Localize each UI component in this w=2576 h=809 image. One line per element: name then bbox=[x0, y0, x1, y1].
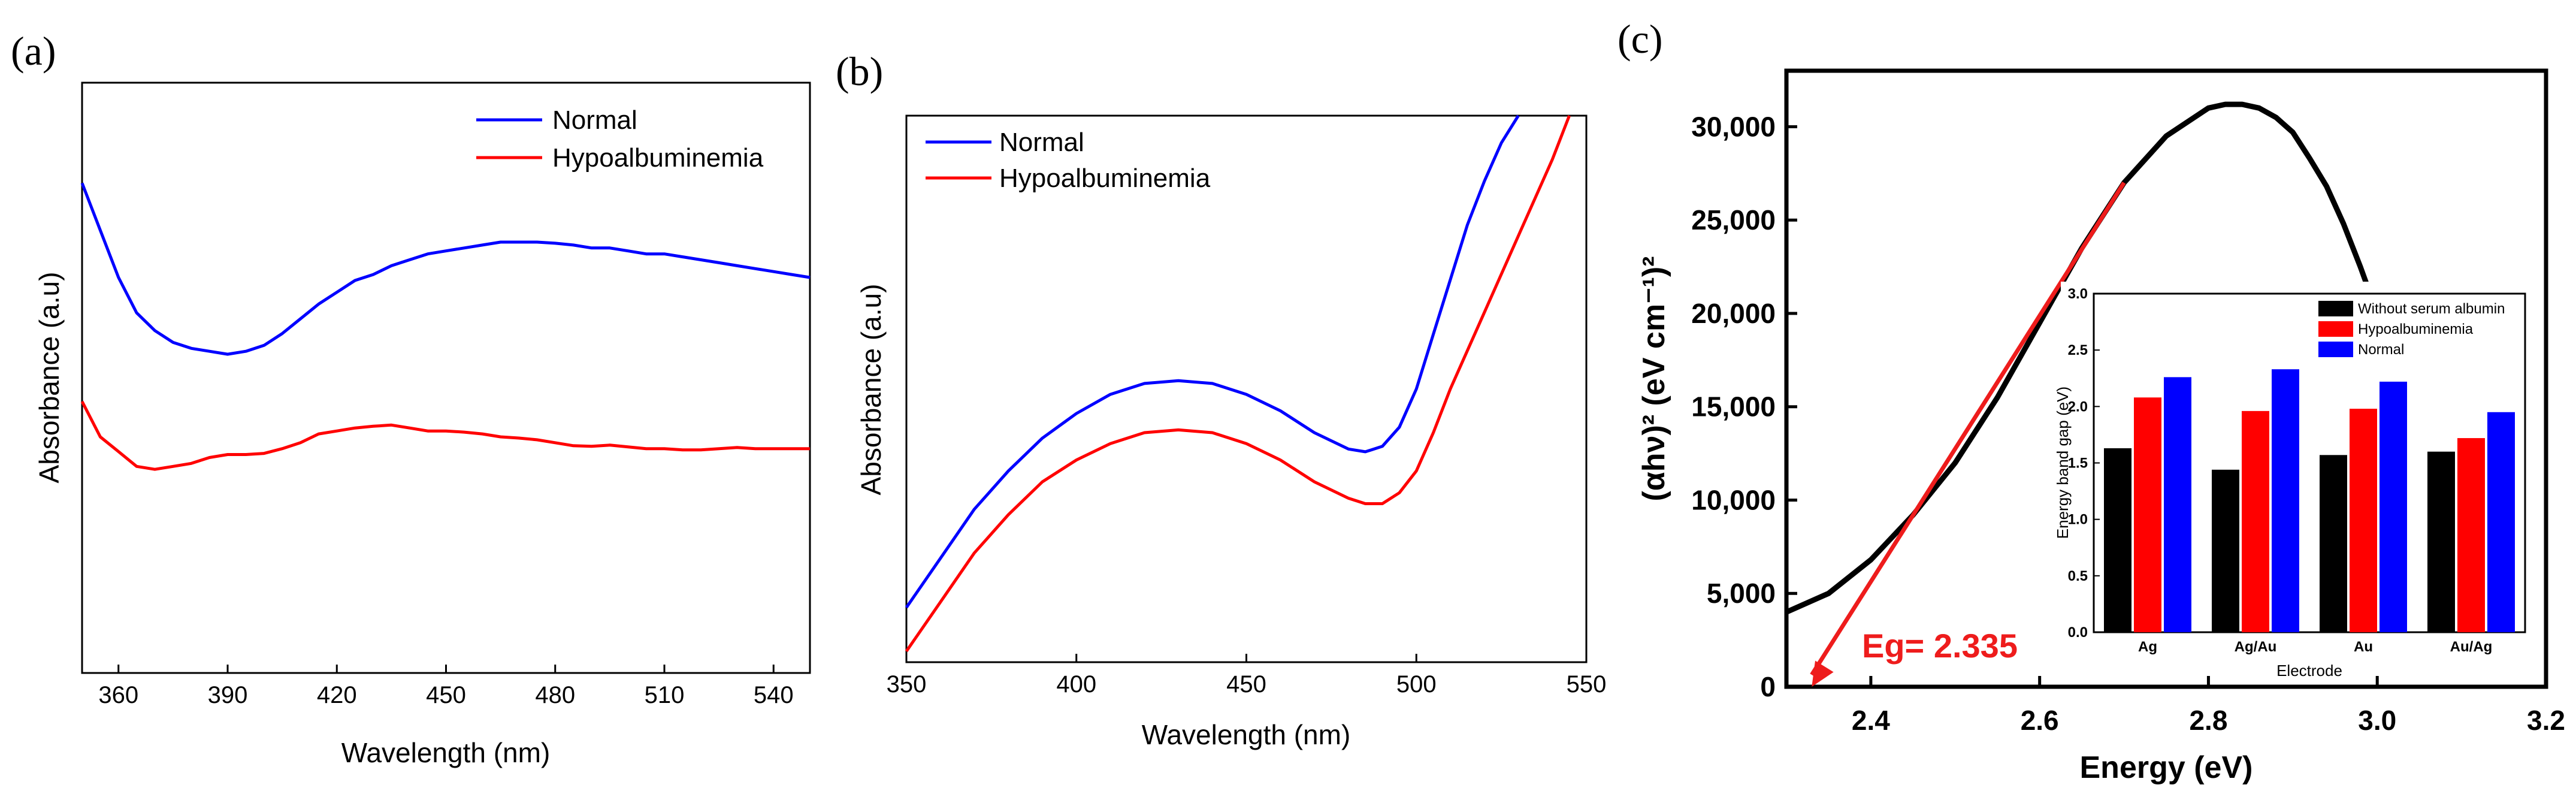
panel-b-x-ticks: 350 400 450 500 550 bbox=[887, 654, 1607, 698]
panel-b-legend-hypo: Hypoalbuminemia bbox=[999, 164, 1211, 193]
inset-x-tick-label: Au/Ag bbox=[2450, 639, 2493, 655]
panel-b: 350 400 450 500 550 Wavelength (nm) Absorban… bbox=[855, 114, 1607, 750]
inset-bar bbox=[2164, 377, 2191, 632]
x-tick-label: 3.0 bbox=[2358, 705, 2396, 736]
inset-legend-swatch bbox=[2318, 342, 2353, 357]
x-tick-label: 2.4 bbox=[1852, 705, 1890, 736]
inset-bars bbox=[2104, 369, 2515, 632]
panel-a-legend-normal: Normal bbox=[552, 105, 637, 135]
inset-legend: Without serum albumin Hypoalbuminemia Norm… bbox=[2318, 301, 2505, 358]
panel-label-a: (a) bbox=[11, 28, 56, 74]
inset-x-title: Electrode bbox=[2276, 662, 2342, 680]
panel-c-x-ticks: 2.4 2.6 2.8 3.0 3.2 bbox=[1852, 676, 2565, 736]
series-line-hypoalbuminemia bbox=[905, 115, 1571, 653]
panel-a-x-ticks: 360 390 420 450 480 510 540 bbox=[98, 665, 794, 708]
inset-x-tick-label: Au bbox=[2354, 639, 2373, 655]
panel-b-series bbox=[905, 114, 1571, 653]
inset-bar bbox=[2320, 455, 2347, 632]
inset-bar bbox=[2427, 451, 2455, 632]
inset-y-tick-label: 0.5 bbox=[2068, 568, 2088, 584]
panel-c: 0 5,000 10,000 15,000 20,000 25,000 30,000 2.4… bbox=[1637, 68, 2565, 785]
panel-b-y-title: Absorbance (a.u) bbox=[855, 284, 887, 496]
inset-legend-label: Hypoalbuminemia bbox=[2358, 321, 2474, 337]
inset-legend-swatch bbox=[2318, 301, 2353, 316]
series-line-tauc-plot bbox=[1785, 101, 2397, 615]
y-tick-label: 30,000 bbox=[1691, 111, 1776, 142]
inset-y-title: Energy band gap (eV) bbox=[2054, 387, 2072, 539]
inset-legend-label: Normal bbox=[2358, 342, 2404, 358]
y-tick-label: 15,000 bbox=[1691, 391, 1776, 422]
inset-legend-label: Without serum albumin bbox=[2358, 301, 2505, 317]
panel-a-x-title: Wavelength (nm) bbox=[341, 737, 551, 768]
inset-bar bbox=[2212, 469, 2239, 632]
panel-b-frame bbox=[905, 114, 1588, 663]
inset-bar bbox=[2104, 448, 2131, 632]
inset-y-tick-label: 1.5 bbox=[2068, 455, 2088, 472]
eg-fit-line bbox=[1810, 182, 2126, 676]
panel-c-y-title: (αhν)² (eV cm⁻¹)² bbox=[1637, 256, 1671, 502]
y-tick-label: 20,000 bbox=[1691, 298, 1776, 329]
inset-y-tick-label: 2.5 bbox=[2068, 342, 2088, 358]
series-line-hypoalbuminemia bbox=[80, 400, 810, 471]
inset-x-tick-label: Ag bbox=[2138, 639, 2157, 655]
inset-y-tick-label: 1.0 bbox=[2068, 512, 2088, 528]
panel-b-x-title: Wavelength (nm) bbox=[1142, 719, 1351, 750]
inset-y-tick-label: 3.0 bbox=[2068, 286, 2088, 302]
panel-a-y-title: Absorbance (a.u) bbox=[34, 272, 65, 484]
x-tick-label: 510 bbox=[645, 682, 685, 708]
panel-label-c: (c) bbox=[1617, 16, 1662, 62]
inset-bar-chart: 0.0 0.5 1.0 1.5 2.0 2.5 3.0 Ag Ag/Au Au Au/Ag Ele… bbox=[2054, 282, 2534, 680]
eg-arrow-head bbox=[1812, 660, 1834, 687]
inset-y-tick-label: 0.0 bbox=[2068, 624, 2088, 641]
panel-a-legend: Normal Hypoalbuminemia bbox=[476, 105, 764, 173]
eg-annotation: Eg= 2.335 bbox=[1862, 627, 2018, 665]
inset-bar bbox=[2272, 369, 2299, 632]
inset-bar bbox=[2487, 412, 2515, 632]
x-tick-label: 540 bbox=[754, 682, 794, 708]
panel-b-legend: Normal Hypoalbuminemia bbox=[926, 128, 1211, 193]
x-tick-label: 390 bbox=[208, 682, 248, 708]
series-line-normal bbox=[905, 114, 1520, 609]
inset-bar bbox=[2134, 397, 2161, 632]
panel-a: 360 390 420 450 480 510 540 Wavelength (nm) Ab… bbox=[34, 81, 811, 768]
x-tick-label: 2.8 bbox=[2189, 705, 2227, 736]
x-tick-label: 350 bbox=[887, 671, 927, 698]
x-tick-label: 550 bbox=[1567, 671, 1607, 698]
x-tick-label: 480 bbox=[535, 682, 575, 708]
x-tick-label: 450 bbox=[426, 682, 466, 708]
inset-bar bbox=[2380, 381, 2407, 632]
y-tick-label: 5,000 bbox=[1707, 578, 1776, 609]
x-tick-label: 2.6 bbox=[2021, 705, 2059, 736]
panel-c-series bbox=[1785, 101, 2397, 687]
inset-x-tick-label: Ag/Au bbox=[2235, 639, 2277, 655]
x-tick-label: 450 bbox=[1226, 671, 1266, 698]
inset-bar bbox=[2242, 410, 2269, 632]
inset-legend-swatch bbox=[2318, 321, 2353, 337]
y-tick-label: 10,000 bbox=[1691, 484, 1776, 515]
x-tick-label: 360 bbox=[98, 682, 138, 708]
x-tick-label: 400 bbox=[1056, 671, 1096, 698]
panel-label-b: (b) bbox=[836, 49, 883, 94]
x-tick-label: 500 bbox=[1396, 671, 1437, 698]
x-tick-label: 3.2 bbox=[2527, 705, 2565, 736]
x-tick-label: 420 bbox=[317, 682, 357, 708]
panel-c-frame bbox=[1784, 68, 2548, 689]
y-tick-label: 25,000 bbox=[1691, 204, 1776, 236]
inset-y-tick-label: 2.0 bbox=[2068, 399, 2088, 415]
inset-bar bbox=[2457, 438, 2485, 632]
inset-bar bbox=[2350, 409, 2377, 632]
inset-x-ticks: Ag Ag/Au Au Au/Ag bbox=[2138, 639, 2492, 655]
panel-c-y-ticks: 0 5,000 10,000 15,000 20,000 25,000 30,000 bbox=[1691, 111, 1797, 702]
panel-a-series bbox=[80, 182, 811, 471]
panel-b-legend-normal: Normal bbox=[999, 128, 1084, 157]
panel-a-legend-hypo: Hypoalbuminemia bbox=[552, 143, 764, 173]
series-line-normal bbox=[80, 182, 811, 356]
panel-c-x-title: Energy (eV) bbox=[2080, 750, 2253, 785]
inset-y-ticks: 0.0 0.5 1.0 1.5 2.0 2.5 3.0 bbox=[2068, 286, 2100, 641]
y-tick-label: 0 bbox=[1760, 671, 1776, 702]
